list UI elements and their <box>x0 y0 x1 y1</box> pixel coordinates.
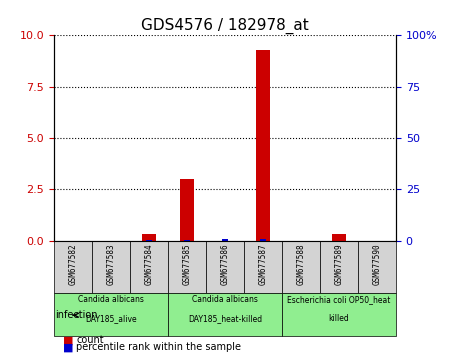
FancyBboxPatch shape <box>168 293 282 336</box>
Text: GSM677585: GSM677585 <box>183 244 192 285</box>
Text: GSM677590: GSM677590 <box>373 244 382 285</box>
Text: DAY185_heat-killed: DAY185_heat-killed <box>188 314 262 323</box>
Text: GSM677587: GSM677587 <box>258 244 267 285</box>
Text: GSM677584: GSM677584 <box>144 244 153 285</box>
FancyBboxPatch shape <box>358 241 396 293</box>
FancyBboxPatch shape <box>54 293 168 336</box>
Text: killed: killed <box>328 314 349 323</box>
Text: count: count <box>76 335 104 345</box>
FancyBboxPatch shape <box>92 241 130 293</box>
Title: GDS4576 / 182978_at: GDS4576 / 182978_at <box>141 18 309 34</box>
Text: GSM677583: GSM677583 <box>107 244 116 285</box>
Text: GSM677589: GSM677589 <box>334 244 343 285</box>
Bar <box>256 50 270 241</box>
Bar <box>146 240 152 241</box>
Bar <box>180 179 194 241</box>
FancyBboxPatch shape <box>206 241 244 293</box>
FancyBboxPatch shape <box>282 241 320 293</box>
FancyBboxPatch shape <box>168 241 206 293</box>
Text: GSM677588: GSM677588 <box>297 244 306 285</box>
Bar <box>333 234 346 241</box>
FancyBboxPatch shape <box>320 241 358 293</box>
Bar <box>260 239 266 241</box>
Bar <box>184 240 190 241</box>
Bar <box>222 239 228 241</box>
Text: Escherichia coli OP50_heat: Escherichia coli OP50_heat <box>287 295 391 304</box>
Text: percentile rank within the sample: percentile rank within the sample <box>76 342 242 352</box>
FancyBboxPatch shape <box>282 293 396 336</box>
FancyBboxPatch shape <box>130 241 168 293</box>
Text: Candida albicans: Candida albicans <box>78 295 144 304</box>
Text: GSM677582: GSM677582 <box>68 244 77 285</box>
FancyBboxPatch shape <box>244 241 282 293</box>
Text: Candida albicans: Candida albicans <box>192 295 258 304</box>
Text: ■: ■ <box>63 342 73 352</box>
FancyBboxPatch shape <box>54 241 92 293</box>
Text: ■: ■ <box>63 335 73 345</box>
Text: infection: infection <box>55 310 97 320</box>
Text: DAY185_alive: DAY185_alive <box>85 314 137 323</box>
Text: GSM677586: GSM677586 <box>220 244 230 285</box>
Bar <box>142 234 156 241</box>
